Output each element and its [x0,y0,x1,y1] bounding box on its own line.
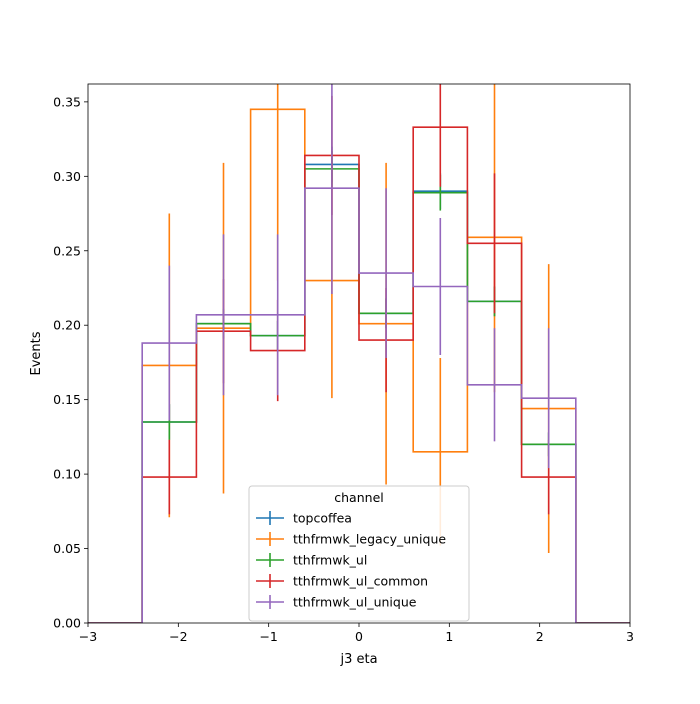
series-tthfrmwk_ul_unique [88,84,630,623]
x-tick-label: 0 [355,629,363,644]
y-axis-label: Events [29,331,44,375]
legend-label: tthfrmwk_ul_common [293,574,428,589]
x-tick-label: 1 [445,629,453,644]
legend-label: tthfrmwk_legacy_unique [293,532,446,547]
y-axis: 0.00 0.05 0.10 0.15 0.20 0.25 0.30 0.35 [53,94,88,631]
legend-label: topcoffea [293,511,352,526]
legend-item: tthfrmwk_legacy_unique [256,532,446,547]
x-tick-label: 3 [626,629,634,644]
y-tick-label: 0.20 [53,318,81,333]
x-axis-label: j3 eta [339,652,377,667]
x-axis: −3 −2 −1 0 1 2 3 [79,623,634,644]
y-tick-label: 0.05 [53,541,81,556]
legend: channel topcoffea tthfrmwk_legacy_uniquett… [248,485,470,622]
series-layer [88,84,630,623]
y-tick-label: 0.15 [53,392,81,407]
legend-title: channel [334,490,383,505]
y-tick-label: 0.25 [53,243,81,258]
y-tick-label: 0.00 [53,616,81,631]
x-tick-label: −1 [259,629,277,644]
legend-item: tthfrmwk_ul_common [256,574,428,589]
series-step-line [88,187,630,623]
y-tick-label: 0.35 [53,94,81,109]
y-tick-label: 0.10 [53,467,81,482]
legend-label: tthfrmwk_ul [293,553,367,568]
legend-label: tthfrmwk_ul_unique [293,595,417,610]
x-tick-label: 2 [536,629,544,644]
legend-item: tthfrmwk_ul [256,553,367,568]
x-tick-label: −3 [79,629,97,644]
y-tick-label: 0.30 [53,169,81,184]
x-tick-label: −2 [169,629,187,644]
legend-item: tthfrmwk_ul_unique [256,595,417,610]
legend-box [248,485,470,622]
legend-item: topcoffea [256,511,352,526]
